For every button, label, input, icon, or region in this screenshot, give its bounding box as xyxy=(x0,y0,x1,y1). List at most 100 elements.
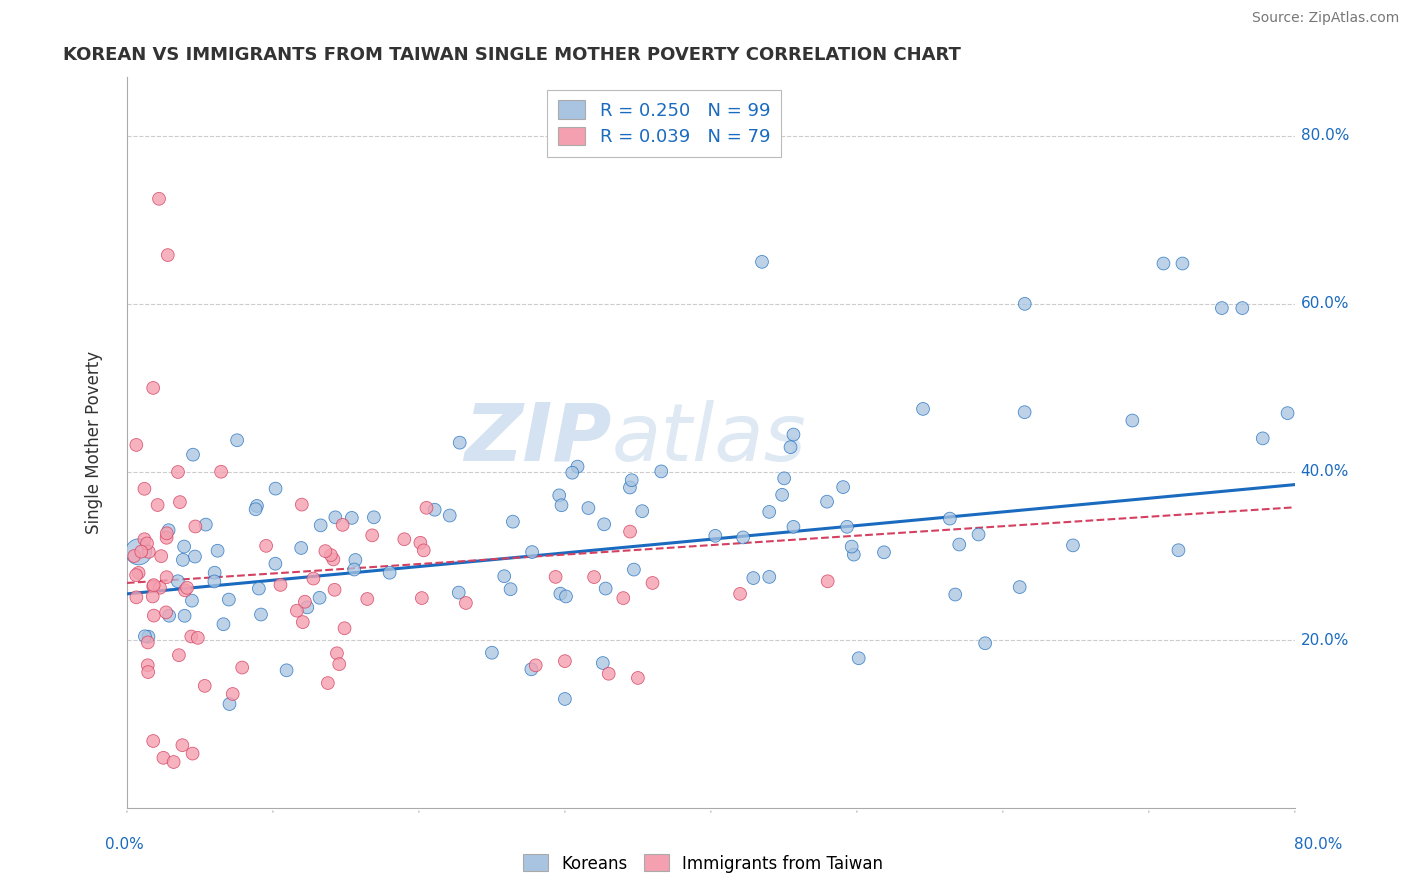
Point xyxy=(254,539,277,553)
Point xyxy=(548,488,571,502)
Point xyxy=(125,568,148,582)
Text: 80.0%: 80.0% xyxy=(1295,838,1343,852)
Point xyxy=(218,697,240,711)
Point xyxy=(576,501,599,516)
Point xyxy=(247,582,270,596)
Point xyxy=(264,482,287,496)
Point xyxy=(340,511,363,525)
Point xyxy=(770,488,793,502)
Point xyxy=(291,615,314,629)
Point xyxy=(619,524,641,539)
Point xyxy=(733,530,755,544)
Point xyxy=(447,585,470,599)
Point xyxy=(592,656,614,670)
Point xyxy=(172,738,194,752)
Point xyxy=(758,570,780,584)
Point xyxy=(290,541,312,555)
Point xyxy=(134,533,156,547)
Point xyxy=(782,427,804,442)
Point xyxy=(412,543,434,558)
Point xyxy=(222,687,245,701)
Point xyxy=(555,590,578,604)
Point xyxy=(1008,580,1031,594)
Point xyxy=(148,192,170,206)
Point xyxy=(378,566,401,580)
Point xyxy=(1014,297,1036,311)
Text: Source: ZipAtlas.com: Source: ZipAtlas.com xyxy=(1251,11,1399,25)
Point xyxy=(815,494,838,508)
Text: 20.0%: 20.0% xyxy=(1301,632,1350,648)
Point xyxy=(595,582,617,596)
Point xyxy=(842,548,865,562)
Point xyxy=(619,481,641,495)
Point xyxy=(598,666,620,681)
Point xyxy=(180,630,202,644)
Point xyxy=(181,448,204,462)
Point xyxy=(343,562,366,576)
Point xyxy=(122,549,145,563)
Point xyxy=(136,665,159,679)
Point xyxy=(142,608,165,623)
Point xyxy=(129,544,152,558)
Point xyxy=(524,658,547,673)
Point xyxy=(561,466,583,480)
Point xyxy=(449,435,471,450)
Point xyxy=(181,593,204,607)
Point xyxy=(623,563,645,577)
Point xyxy=(250,607,273,622)
Point xyxy=(172,553,194,567)
Point xyxy=(285,604,308,618)
Point xyxy=(226,434,249,448)
Point xyxy=(841,540,863,554)
Point xyxy=(128,566,150,580)
Point xyxy=(328,657,350,672)
Point xyxy=(142,590,165,604)
Point xyxy=(231,660,253,674)
Point xyxy=(176,581,198,595)
Point xyxy=(136,635,159,649)
Point xyxy=(974,636,997,650)
Point xyxy=(554,654,576,668)
Point xyxy=(704,529,727,543)
Point xyxy=(1014,405,1036,419)
Point xyxy=(728,587,751,601)
Point xyxy=(264,557,287,571)
Legend: Koreans, Immigrants from Taiwan: Koreans, Immigrants from Taiwan xyxy=(516,847,890,880)
Point xyxy=(218,592,240,607)
Point xyxy=(184,519,207,533)
Point xyxy=(187,631,209,645)
Point xyxy=(156,570,179,584)
Point xyxy=(309,518,332,533)
Point xyxy=(631,504,654,518)
Point xyxy=(481,646,503,660)
Point xyxy=(967,527,990,541)
Point xyxy=(125,438,148,452)
Point xyxy=(138,545,160,559)
Point xyxy=(948,537,970,551)
Point xyxy=(297,600,319,615)
Point xyxy=(302,572,325,586)
Point xyxy=(773,471,796,485)
Text: 60.0%: 60.0% xyxy=(1301,296,1350,311)
Point xyxy=(202,574,225,589)
Point xyxy=(174,583,197,598)
Text: 0.0%: 0.0% xyxy=(105,838,145,852)
Point xyxy=(1277,406,1299,420)
Point xyxy=(394,533,416,547)
Point xyxy=(911,401,934,416)
Point xyxy=(782,520,804,534)
Point xyxy=(246,499,269,513)
Point xyxy=(873,545,896,559)
Point xyxy=(150,549,173,563)
Point xyxy=(155,606,177,620)
Point xyxy=(409,535,432,549)
Point xyxy=(439,508,461,523)
Point xyxy=(322,552,344,566)
Point xyxy=(194,517,217,532)
Point xyxy=(194,679,217,693)
Point xyxy=(627,671,650,685)
Point xyxy=(1062,538,1084,552)
Point xyxy=(294,595,316,609)
Text: atlas: atlas xyxy=(612,400,807,478)
Point xyxy=(209,465,232,479)
